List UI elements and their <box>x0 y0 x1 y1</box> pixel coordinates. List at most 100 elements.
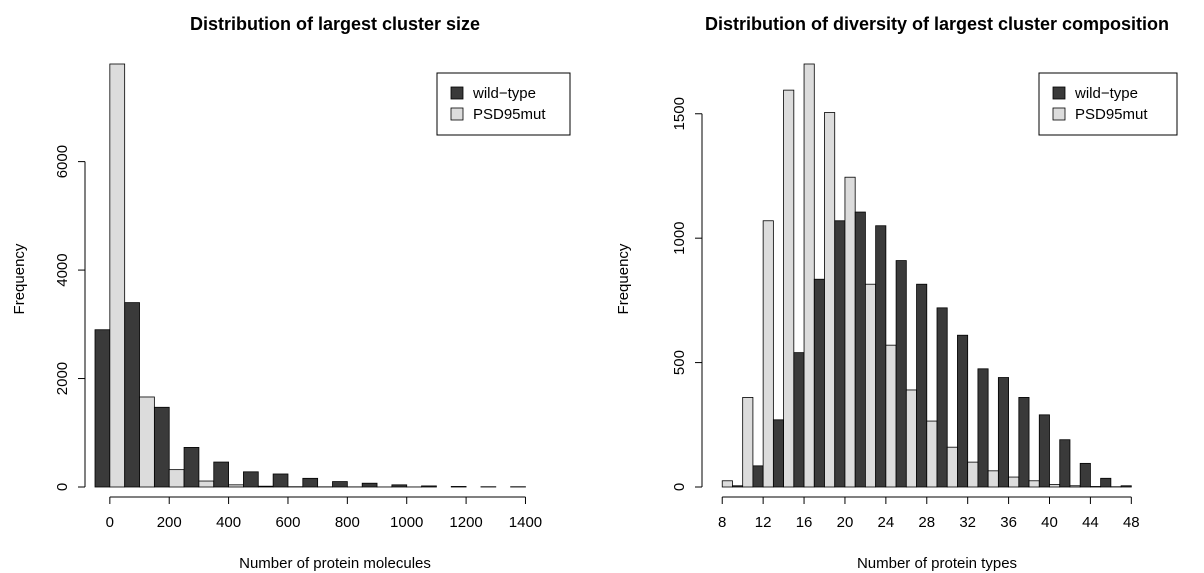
bar-wild-type <box>936 307 948 488</box>
bar-psd95mut <box>742 397 754 488</box>
legend-swatch <box>1052 86 1066 100</box>
x-tick-label: 1200 <box>449 514 482 531</box>
y-tick-label: 1000 <box>671 221 688 254</box>
x-tick-label: 400 <box>216 514 241 531</box>
y-axis-label: Frequency <box>615 243 632 314</box>
bar-psd95mut <box>168 469 185 488</box>
bar-wild-type <box>895 260 907 488</box>
x-tick-label: 28 <box>918 514 935 531</box>
bars-group <box>94 63 526 488</box>
bar-psd95mut <box>139 396 155 488</box>
bar-wild-type <box>997 377 1009 488</box>
bar-psd95mut <box>824 112 836 488</box>
bar-wild-type <box>1120 485 1132 488</box>
legend-swatch <box>450 86 464 100</box>
bar-psd95mut <box>885 344 897 488</box>
bar-wild-type <box>272 473 289 488</box>
legend-box <box>436 72 571 136</box>
x-tick-label: 24 <box>878 514 895 531</box>
bar-psd95mut <box>762 220 774 488</box>
bar-wild-type <box>793 352 805 488</box>
bar-psd95mut <box>257 485 274 488</box>
bar-wild-type <box>1038 414 1050 488</box>
x-tick-label: 20 <box>837 514 854 531</box>
bar-psd95mut <box>865 283 877 488</box>
x-tick-label: 44 <box>1082 514 1099 531</box>
legend-label: PSD95mut <box>1075 106 1148 123</box>
x-tick-label: 40 <box>1041 514 1058 531</box>
bar-wild-type <box>813 278 825 488</box>
x-tick-label: 0 <box>106 514 114 531</box>
x-tick-label: 800 <box>335 514 360 531</box>
bar-wild-type <box>153 406 170 488</box>
bar-psd95mut <box>905 389 917 488</box>
bar-wild-type <box>332 481 348 488</box>
legend-label: wild−type <box>1074 85 1138 102</box>
legend: wild−type PSD95mut <box>436 72 571 136</box>
legend-swatch <box>450 107 464 121</box>
bar-wild-type <box>1100 477 1112 488</box>
bar-psd95mut <box>1090 486 1102 488</box>
bar-psd95mut <box>803 63 815 488</box>
legend-label: wild−type <box>472 85 536 102</box>
bar-wild-type <box>213 461 229 488</box>
bar-wild-type <box>361 482 378 488</box>
y-tick-label: 0 <box>54 483 71 491</box>
bar-wild-type <box>1079 462 1091 488</box>
bar-psd95mut <box>109 63 126 488</box>
bar-psd95mut <box>967 461 979 488</box>
bar-psd95mut <box>1069 485 1081 488</box>
bar-wild-type <box>875 225 887 488</box>
bar-wild-type <box>1018 397 1030 488</box>
y-tick-label: 0 <box>671 483 688 491</box>
bar-psd95mut <box>987 470 999 488</box>
bar-wild-type <box>94 329 111 488</box>
chart-panel-diversity: Distribution of diversity of largest clu… <box>615 14 1178 572</box>
x-tick-label: 8 <box>718 514 726 531</box>
bar-psd95mut <box>1008 476 1020 488</box>
x-tick-label: 48 <box>1123 514 1140 531</box>
x-tick-label: 16 <box>796 514 813 531</box>
bar-wild-type <box>752 465 764 488</box>
bar-wild-type <box>302 477 319 488</box>
legend-box <box>1038 72 1178 136</box>
x-tick-label: 200 <box>157 514 182 531</box>
bar-wild-type <box>421 485 437 488</box>
x-tick-label: 1000 <box>390 514 423 531</box>
x-axis-label: Number of protein molecules <box>239 555 431 572</box>
axes-group: 8 12 16 20 24 28 32 36 40 44 48 0 500 1000 1500 <box>671 97 1140 531</box>
bar-psd95mut <box>783 89 795 488</box>
bar-psd95mut <box>721 480 733 488</box>
x-axis-label: Number of protein types <box>857 555 1017 572</box>
bar-psd95mut <box>198 480 215 488</box>
bar-wild-type <box>834 220 846 488</box>
bar-psd95mut <box>1049 484 1061 488</box>
x-tick-label: 600 <box>275 514 300 531</box>
bar-wild-type <box>1059 439 1071 488</box>
bar-wild-type <box>450 486 467 488</box>
y-tick-label: 1500 <box>671 97 688 130</box>
y-tick-label: 6000 <box>54 145 71 178</box>
legend-label: PSD95mut <box>473 106 546 123</box>
bar-wild-type <box>243 471 259 488</box>
x-tick-label: 12 <box>755 514 772 531</box>
legend: wild−type PSD95mut <box>1038 72 1178 136</box>
x-tick-label: 1400 <box>509 514 542 531</box>
bar-wild-type <box>977 368 989 488</box>
bar-wild-type <box>772 419 784 488</box>
y-tick-label: 2000 <box>54 362 71 395</box>
bar-wild-type <box>391 484 408 488</box>
y-tick-label: 500 <box>671 350 688 375</box>
bar-wild-type <box>957 334 969 488</box>
x-tick-label: 36 <box>1000 514 1017 531</box>
bar-wild-type <box>732 485 744 488</box>
bar-psd95mut <box>1028 480 1040 488</box>
bars-group <box>721 63 1132 488</box>
axes-group: 0 200 400 600 800 1000 1200 1400 0 2000 4000 6000 <box>54 145 542 531</box>
bar-wild-type <box>183 447 200 488</box>
bar-psd95mut <box>946 446 958 488</box>
y-tick-label: 4000 <box>54 253 71 286</box>
chart-panel-cluster-size: Distribution of largest cluster size Num… <box>11 14 571 572</box>
